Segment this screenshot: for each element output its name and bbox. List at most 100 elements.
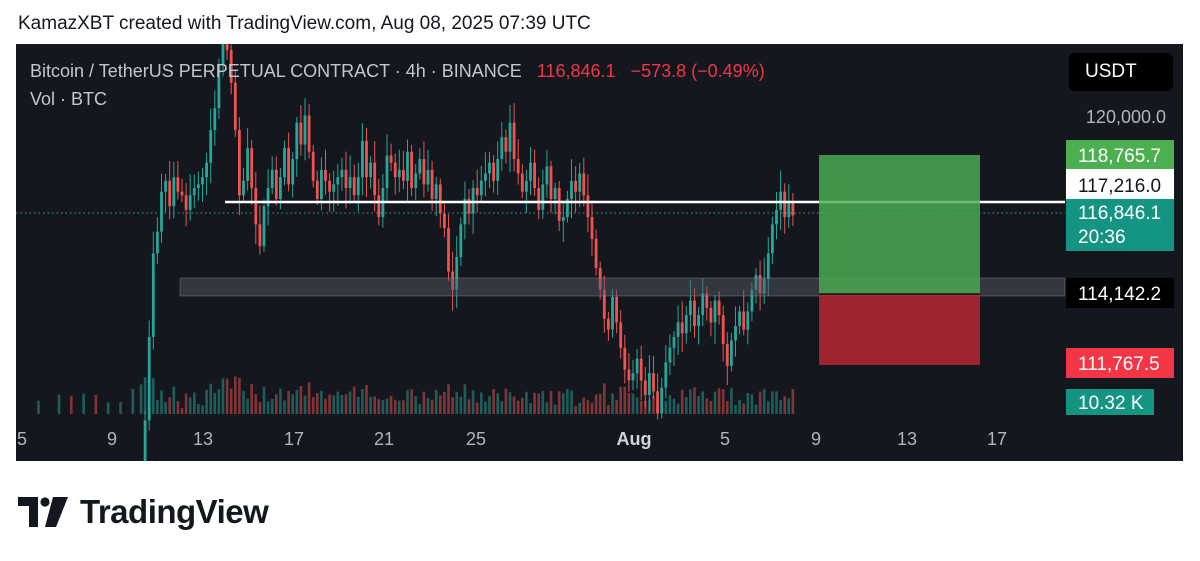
y-tick-120000: 120,000.0 [1086, 107, 1166, 127]
volume-bar [672, 398, 676, 414]
candle [369, 162, 372, 178]
volume-legend[interactable]: Vol · BTC [30, 89, 108, 109]
volume-bar [767, 401, 770, 414]
volume-bar [676, 403, 680, 414]
candle [151, 253, 155, 337]
volume-bar [188, 397, 192, 414]
volume-bar [234, 376, 237, 414]
x-tick-aug-13: 13 [897, 429, 917, 449]
volume-bar [426, 397, 430, 414]
volume-bar [594, 394, 598, 414]
candle [229, 50, 233, 83]
volume-bar [607, 404, 610, 414]
x-tick-25: 25 [466, 429, 486, 449]
candle [455, 257, 459, 290]
candle [475, 188, 479, 196]
volume-bar [734, 405, 737, 414]
candle [397, 169, 401, 178]
candle [414, 173, 418, 189]
volume-bar [393, 399, 397, 414]
target-price-label: 118,765.7 [1078, 146, 1161, 167]
volume-bar [713, 391, 717, 414]
volume-bar [685, 397, 688, 414]
candle [598, 267, 602, 290]
x-tick-13: 13 [193, 429, 213, 449]
resistance-price-tag [1066, 169, 1174, 201]
candle [258, 224, 262, 247]
volume-bar [213, 392, 217, 414]
volume-bar [361, 388, 364, 414]
candle [418, 159, 422, 174]
candle [315, 180, 319, 199]
candle [488, 162, 491, 174]
current-price-tag [1066, 199, 1174, 251]
candle [365, 140, 368, 178]
volume-bar [266, 401, 270, 414]
volume-bar [422, 391, 426, 414]
candle [356, 177, 360, 196]
volume-bar [357, 396, 360, 414]
volume-bar [119, 402, 122, 414]
candle [205, 162, 208, 178]
volume-bar [262, 387, 266, 414]
candle [352, 177, 356, 196]
candle [766, 253, 770, 279]
x-tick-17: 17 [284, 429, 304, 449]
candle [783, 191, 787, 218]
volume-bar [492, 389, 495, 414]
volume-bar [303, 395, 307, 414]
price-change: −573.8 (−0.49%) [630, 61, 765, 81]
tradingview-logo: TradingView [18, 493, 269, 530]
candle [602, 289, 606, 319]
x-tick-9: 9 [107, 429, 117, 449]
volume-bar [180, 407, 184, 414]
candle [303, 115, 307, 145]
candle [746, 311, 750, 330]
entry-price-label: 114,142.2 [1078, 284, 1161, 305]
candle [328, 180, 331, 192]
volume-bar [131, 388, 135, 414]
x-tick-21: 21 [374, 429, 394, 449]
candle [578, 173, 582, 192]
volume-bar [299, 386, 303, 414]
volume-bar [738, 399, 741, 414]
candle [426, 169, 430, 185]
candle [238, 129, 241, 196]
volume-bar [352, 386, 356, 414]
volume-bar [730, 388, 733, 414]
volume-bar [398, 400, 401, 414]
price-chart[interactable]: 120,000.0 5 9 13 17 21 25 Aug 5 9 13 17 … [16, 44, 1183, 461]
volume-tag [1066, 389, 1154, 415]
volume-bar [225, 378, 229, 414]
candle [713, 300, 717, 323]
chart-panel[interactable]: 120,000.0 5 9 13 17 21 25 Aug 5 9 13 17 … [16, 44, 1183, 461]
currency-unit-button[interactable]: USDT [1069, 53, 1173, 91]
volume-bar [574, 406, 577, 414]
volume-bar [332, 395, 335, 414]
volume-bar [344, 394, 348, 414]
volume-bar [521, 397, 524, 414]
candle [299, 122, 303, 145]
volume-bar [406, 390, 409, 414]
volume-bar [172, 386, 176, 414]
candle [656, 391, 659, 414]
volume-bar [611, 393, 614, 414]
volume-bar [475, 402, 479, 414]
candle [422, 159, 426, 185]
candle [561, 217, 565, 221]
candle [336, 177, 340, 185]
symbol-legend[interactable]: Bitcoin / TetherUS PERPETUAL CONTRACT · … [30, 61, 765, 82]
volume-bar [562, 393, 565, 414]
candle [479, 180, 483, 196]
volume-bar [340, 394, 344, 414]
candle [705, 293, 709, 308]
volume-bar [463, 384, 467, 414]
candle [512, 122, 516, 160]
volume-bar [652, 395, 655, 414]
candle [775, 209, 778, 225]
volume-bar [533, 392, 536, 414]
volume-bar [373, 396, 376, 414]
candle [525, 180, 528, 192]
volume-bar [320, 390, 323, 414]
volume-bar [410, 389, 413, 414]
